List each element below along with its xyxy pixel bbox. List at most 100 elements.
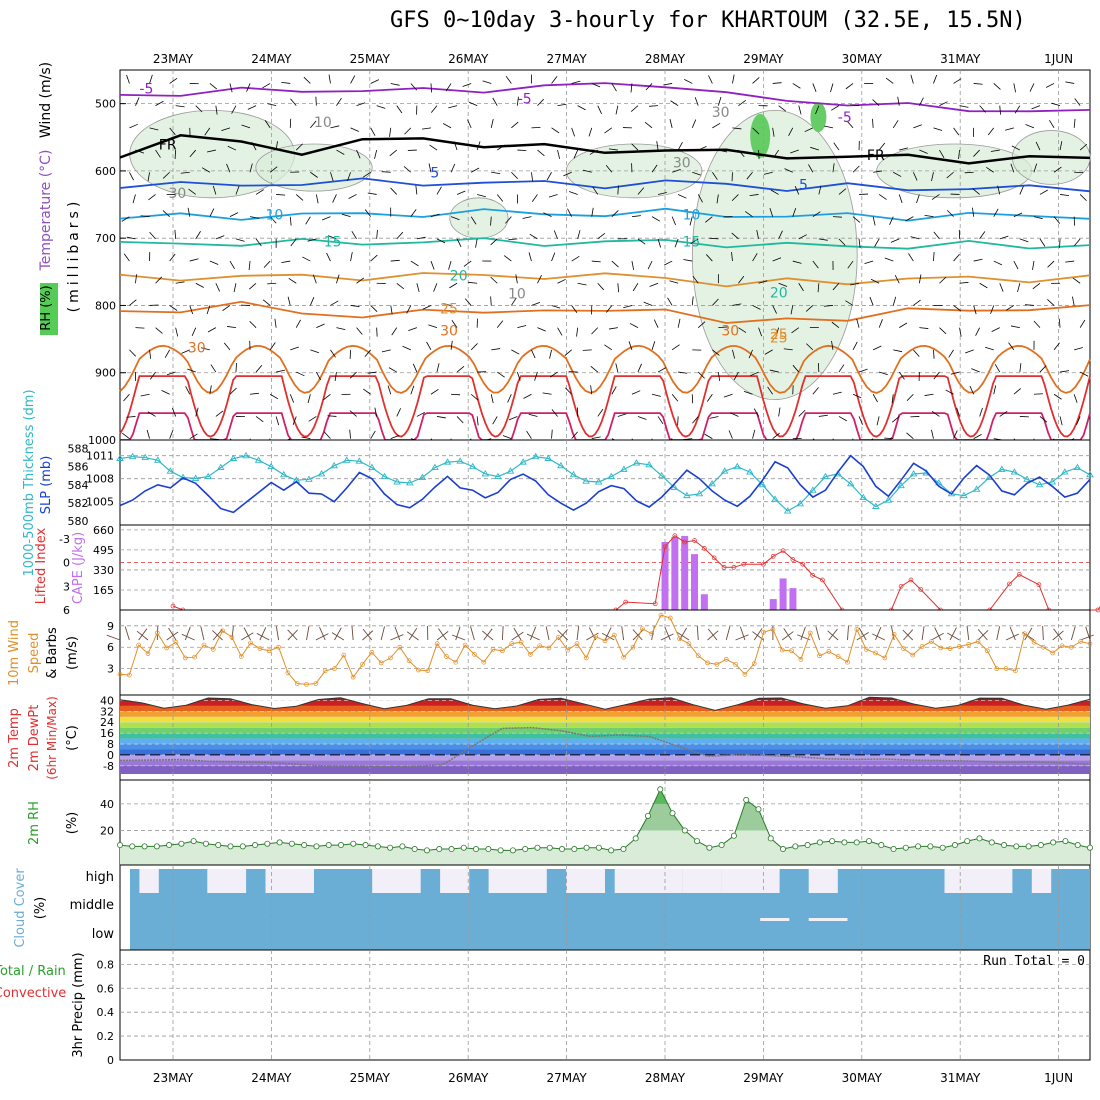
wind-barb [497, 371, 505, 378]
wind-barb [350, 252, 353, 262]
wind-barb [508, 416, 518, 421]
wind-barb [933, 371, 940, 380]
wind-barb [147, 411, 156, 417]
surface-wind-barb [858, 627, 867, 641]
wind-speed-marker [117, 671, 123, 677]
wind-barb [738, 275, 745, 284]
wind-barb [894, 275, 900, 284]
wind-barb [191, 327, 197, 337]
wind-barb [390, 187, 398, 195]
wind-speed-marker [994, 666, 1000, 671]
wind-barb [677, 194, 687, 199]
wind-barb [1053, 216, 1061, 224]
surface-wind-barb [586, 632, 599, 641]
surface-wind-barb [601, 632, 615, 641]
thickness-marker [846, 479, 855, 487]
precip-legend-total: Total / Rain [0, 964, 66, 979]
wind-barb [898, 371, 905, 380]
wind-barb [590, 385, 593, 395]
wind-speed-marker [192, 654, 197, 660]
rh-marker [227, 843, 234, 850]
wind-barb [451, 393, 461, 396]
wind-barb [450, 163, 456, 173]
wind-barb [916, 194, 920, 204]
wind-barb [831, 340, 834, 350]
thickness-marker [670, 483, 679, 490]
wind-barb [669, 280, 679, 284]
thickness-marker [456, 457, 464, 464]
wind-barb [1013, 212, 1023, 218]
wind-barb [838, 364, 845, 373]
contour-label: -5 [518, 92, 532, 108]
wind-barb [390, 305, 393, 315]
wind-barb [309, 297, 315, 306]
surface-wind-barb [621, 626, 625, 641]
precip-tick: 0.6 [97, 982, 115, 995]
wind-barb [209, 208, 215, 217]
slp-ylabel: SLP (mb) [39, 456, 54, 515]
wind-barb [913, 299, 921, 306]
wind-barb [433, 283, 438, 292]
wind-barb [450, 216, 460, 221]
rh-marker [583, 844, 590, 851]
surface-wind-barb [483, 628, 493, 641]
rh-marker [264, 840, 271, 847]
wind-barb [993, 385, 997, 395]
wind-speed-marker [248, 640, 253, 646]
surface-wind-barb [390, 634, 404, 641]
wind-barb [750, 371, 759, 377]
wind-barb [893, 349, 903, 353]
wind-barb [1074, 347, 1083, 351]
wind-barb [576, 327, 579, 337]
wind-barb [516, 371, 521, 381]
wind-barb [1076, 416, 1081, 425]
wind-barb [147, 172, 150, 182]
wind-barb [180, 171, 190, 174]
wind-barb [476, 416, 479, 426]
wind-barb [129, 299, 137, 306]
wind-barb [918, 274, 922, 284]
surface-wind-barb [996, 626, 1001, 641]
wind-barb [631, 390, 641, 395]
wind-barb [235, 185, 240, 195]
slp-tick: 1008 [86, 473, 114, 486]
thickness-marker [179, 473, 187, 480]
wind-barb [832, 163, 835, 173]
rh-marker [129, 843, 136, 850]
lifted-index-marker [731, 564, 737, 570]
wind-barb [356, 102, 366, 107]
thickness-marker [960, 491, 968, 499]
wind-barb [370, 79, 379, 84]
rh-shading [691, 109, 858, 401]
rh-marker [338, 842, 345, 849]
high-cloud-gap [721, 869, 780, 893]
thickness-marker [481, 470, 490, 477]
wind-barb [564, 349, 572, 356]
contour-label: 20 [450, 269, 468, 285]
wind-barb [597, 233, 606, 240]
wind-barb [406, 305, 412, 314]
rh-marker [276, 839, 283, 846]
wind-barb [269, 342, 276, 351]
slp-tick: 1011 [86, 450, 114, 463]
wind-barb [1039, 365, 1047, 373]
wind-barb [442, 303, 452, 306]
lifted-index-marker [672, 533, 678, 539]
temp-color-band [120, 716, 1090, 723]
contour-label: FR [867, 148, 885, 164]
wind-speed-marker [826, 649, 832, 654]
wind-speed-marker [201, 642, 207, 648]
wind-barb [872, 118, 874, 128]
wind-barb [924, 214, 934, 218]
wind-barb [671, 344, 680, 351]
high-cloud-gap [808, 869, 838, 893]
mid-cloud-gap [760, 918, 790, 921]
wind-speed-marker [593, 634, 599, 639]
rh-marker [669, 810, 676, 817]
rh-marker [706, 844, 713, 851]
wind-barb [878, 194, 887, 200]
surface-wind-barb [947, 632, 960, 641]
thickness-marker [771, 495, 779, 502]
thickness-marker [418, 473, 427, 480]
surface-wind-barb [451, 634, 466, 641]
